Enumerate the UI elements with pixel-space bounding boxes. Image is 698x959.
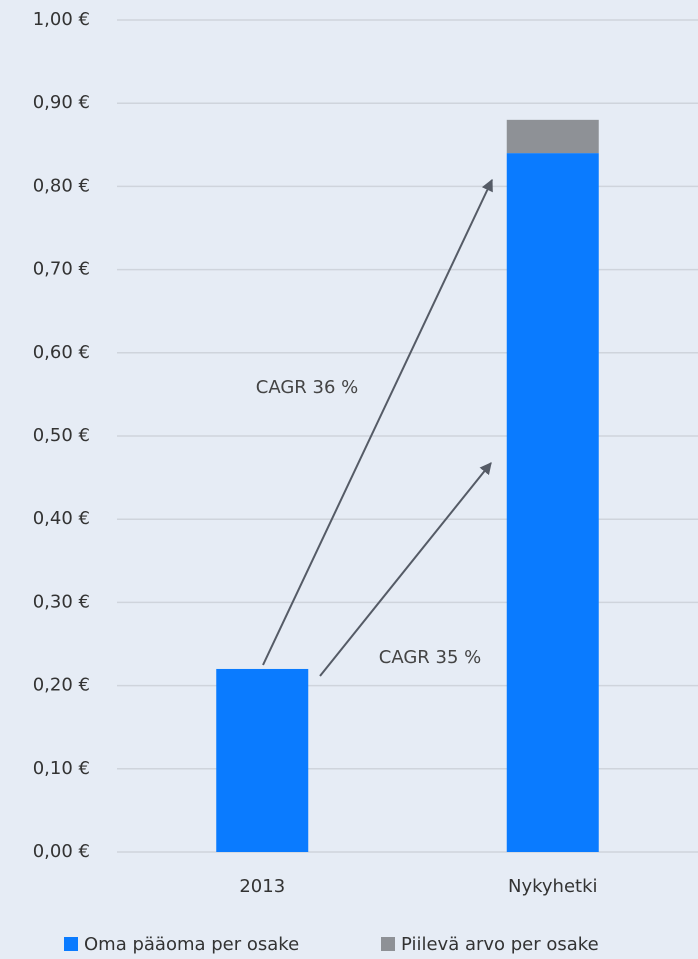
arrow bbox=[262, 178, 493, 666]
bar-segment bbox=[506, 119, 599, 154]
annotation: CAGR 36 % bbox=[256, 377, 358, 398]
y-tick-label: 0,80 € bbox=[33, 175, 90, 196]
y-tick-label: 0,30 € bbox=[33, 591, 90, 612]
annotation: CAGR 35 % bbox=[379, 647, 481, 668]
bars: 2013 Nykyhetki bbox=[216, 119, 599, 897]
legend-swatch bbox=[381, 937, 395, 951]
y-tick-label: 0,10 € bbox=[33, 758, 90, 779]
y-tick-label: 0,60 € bbox=[33, 342, 90, 363]
grid: 0,00 € 0,10 € 0,20 € 0,30 € 0,40 € 0,50 € 0,60… bbox=[33, 9, 698, 862]
legend-label: Oma pääoma per osake bbox=[84, 934, 299, 955]
y-tick-label: 0,00 € bbox=[33, 841, 90, 862]
x-tick-label: 2013 bbox=[239, 876, 285, 897]
legend-swatch bbox=[64, 937, 78, 951]
y-tick-label: 0,90 € bbox=[33, 92, 90, 113]
y-tick-label: 0,50 € bbox=[33, 425, 90, 446]
y-tick-label: 0,40 € bbox=[33, 508, 90, 529]
y-tick-label: 0,70 € bbox=[33, 259, 90, 280]
bar-segment bbox=[506, 153, 599, 852]
y-tick-label: 0,20 € bbox=[33, 675, 90, 696]
y-tick-label: 1,00 € bbox=[33, 9, 90, 30]
legend-label: Piilevä arvo per osake bbox=[401, 934, 599, 955]
x-tick-label: Nykyhetki bbox=[508, 876, 598, 897]
bar-segment bbox=[216, 668, 309, 852]
arrow bbox=[319, 462, 492, 677]
legend: Oma pääoma per osake Piilevä arvo per osa… bbox=[64, 934, 599, 955]
